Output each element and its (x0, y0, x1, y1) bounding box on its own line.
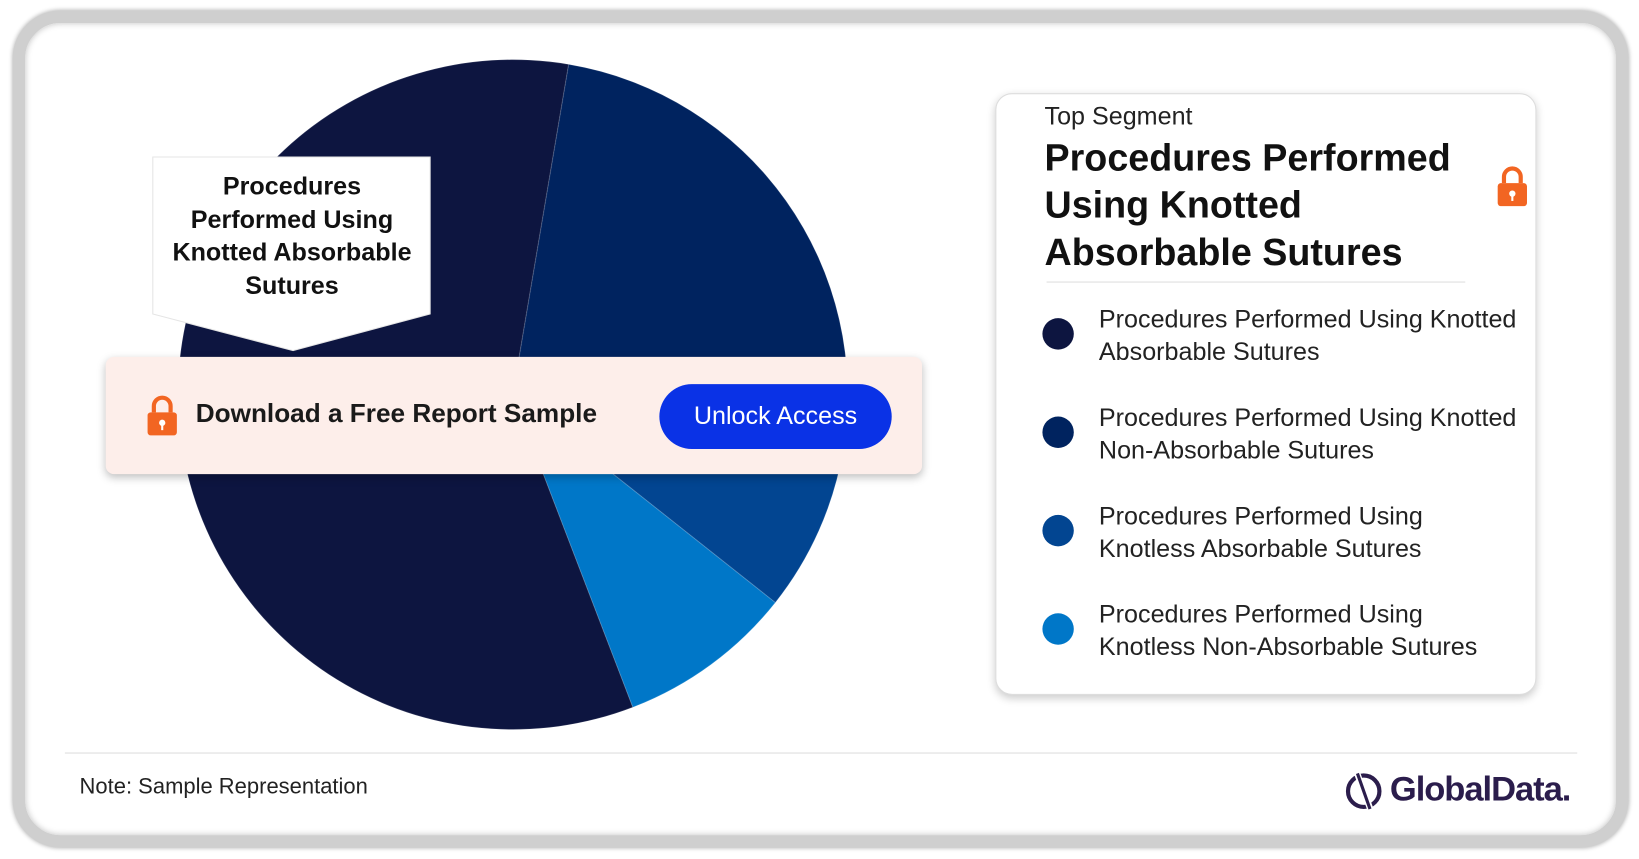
top-segment-label: Top Segment (1044, 102, 1193, 131)
lock-icon (1497, 166, 1527, 207)
legend-swatch (1042, 613, 1074, 645)
legend-label: Procedures Performed Using Knotted Non-A… (1098, 403, 1517, 465)
callout-text: Procedures Performed Using Knotted Absor… (172, 172, 412, 300)
legend-item: Procedures Performed Using Knotless Non-… (1042, 599, 1523, 672)
unlock-button[interactable]: Unlock Access (659, 384, 892, 449)
legend-item: Procedures Performed Using Knotted Absor… (1042, 304, 1523, 377)
callout-box (152, 156, 431, 352)
banner: Download a Free Report Sample Unlock Acc… (105, 356, 923, 475)
legend-swatch (1042, 514, 1074, 547)
lock-icon (147, 395, 177, 436)
top-segment-title: Procedures Performed Using Knotted Absor… (1044, 136, 1451, 274)
legend-swatch (1042, 318, 1074, 350)
note: Note: Sample Representation (79, 774, 368, 799)
legend-label: Procedures Performed Using Knotless Non-… (1098, 600, 1478, 662)
legend-item: Procedures Performed Using Knotted Non-A… (1042, 402, 1523, 475)
legend-panel: Top Segment Procedures Performed Using K… (995, 93, 1537, 695)
legend-label: Procedures Performed Using Knotted Absor… (1098, 305, 1517, 367)
logo: GlobalData. (1389, 769, 1571, 808)
legend-swatch (1042, 416, 1074, 448)
banner-text: Download a Free Report Sample (195, 398, 598, 429)
separator (1046, 281, 1466, 283)
footer-rule (64, 752, 1578, 754)
legend-label: Procedures Performed Using Knotless Abso… (1098, 502, 1423, 564)
legend-item: Procedures Performed Using Knotless Abso… (1042, 500, 1523, 573)
logo-icon (1345, 770, 1382, 813)
